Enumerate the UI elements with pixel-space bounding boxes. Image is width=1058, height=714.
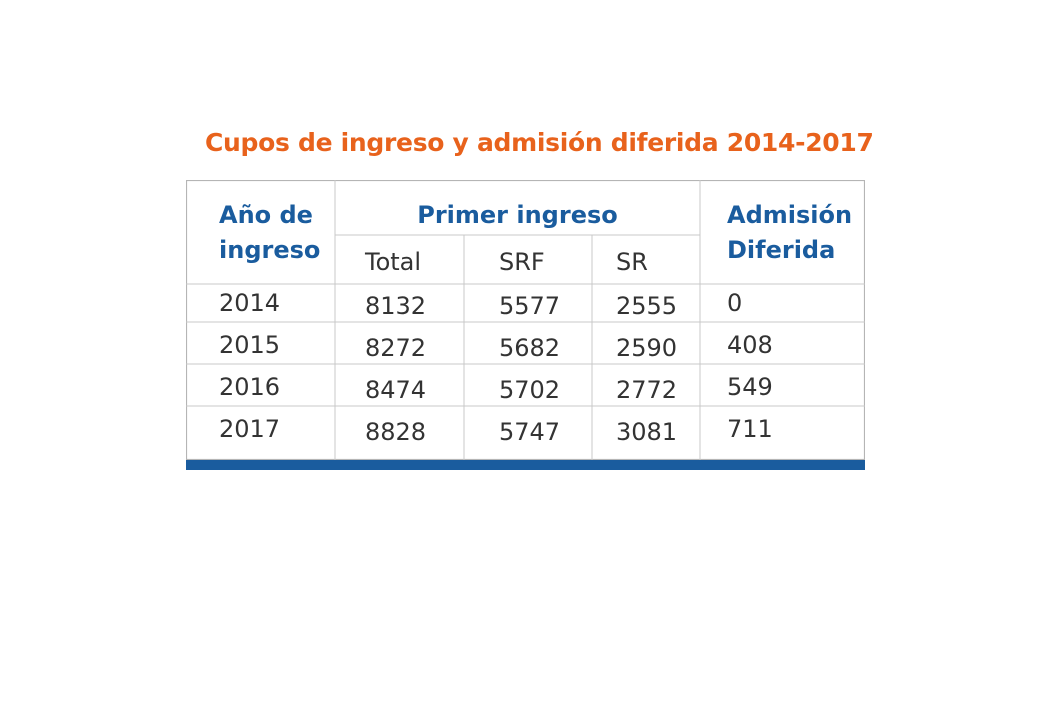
cell-deferred: 0	[727, 289, 743, 317]
cell-srf: 5577	[499, 292, 561, 320]
cell-year: 2014	[219, 289, 281, 317]
subheader-srf: SRF	[499, 248, 545, 276]
cell-year: 2017	[219, 415, 281, 443]
cell-total: 8132	[365, 292, 427, 320]
cell-total: 8828	[365, 418, 427, 446]
cell-total: 8272	[365, 334, 427, 362]
subheader-total: Total	[365, 248, 422, 276]
cell-deferred: 711	[727, 415, 773, 443]
header-deferred: Admisión Diferida	[727, 201, 853, 264]
table-title: Cupos de ingreso y admisión diferida 201…	[205, 128, 874, 157]
cell-sr: 2555	[616, 292, 678, 320]
cell-deferred: 549	[727, 373, 773, 401]
cell-year: 2016	[219, 373, 281, 401]
header-year: Año de ingreso	[219, 201, 321, 264]
cell-sr: 3081	[616, 418, 678, 446]
cell-year: 2015	[219, 331, 281, 359]
cell-deferred: 408	[727, 331, 773, 359]
data-table: Año de ingreso Primer ingreso Total SRF …	[186, 180, 865, 470]
cell-total: 8474	[365, 376, 427, 404]
bottom-accent-bar	[186, 460, 865, 470]
cell-srf: 5682	[499, 334, 561, 362]
header-primer-ingreso: Primer ingreso	[417, 201, 618, 229]
table-border	[186, 180, 865, 461]
cell-srf: 5702	[499, 376, 561, 404]
subheader-sr: SR	[616, 248, 648, 276]
cell-sr: 2772	[616, 376, 678, 404]
cell-srf: 5747	[499, 418, 561, 446]
cell-sr: 2590	[616, 334, 678, 362]
table-grid	[186, 180, 865, 470]
